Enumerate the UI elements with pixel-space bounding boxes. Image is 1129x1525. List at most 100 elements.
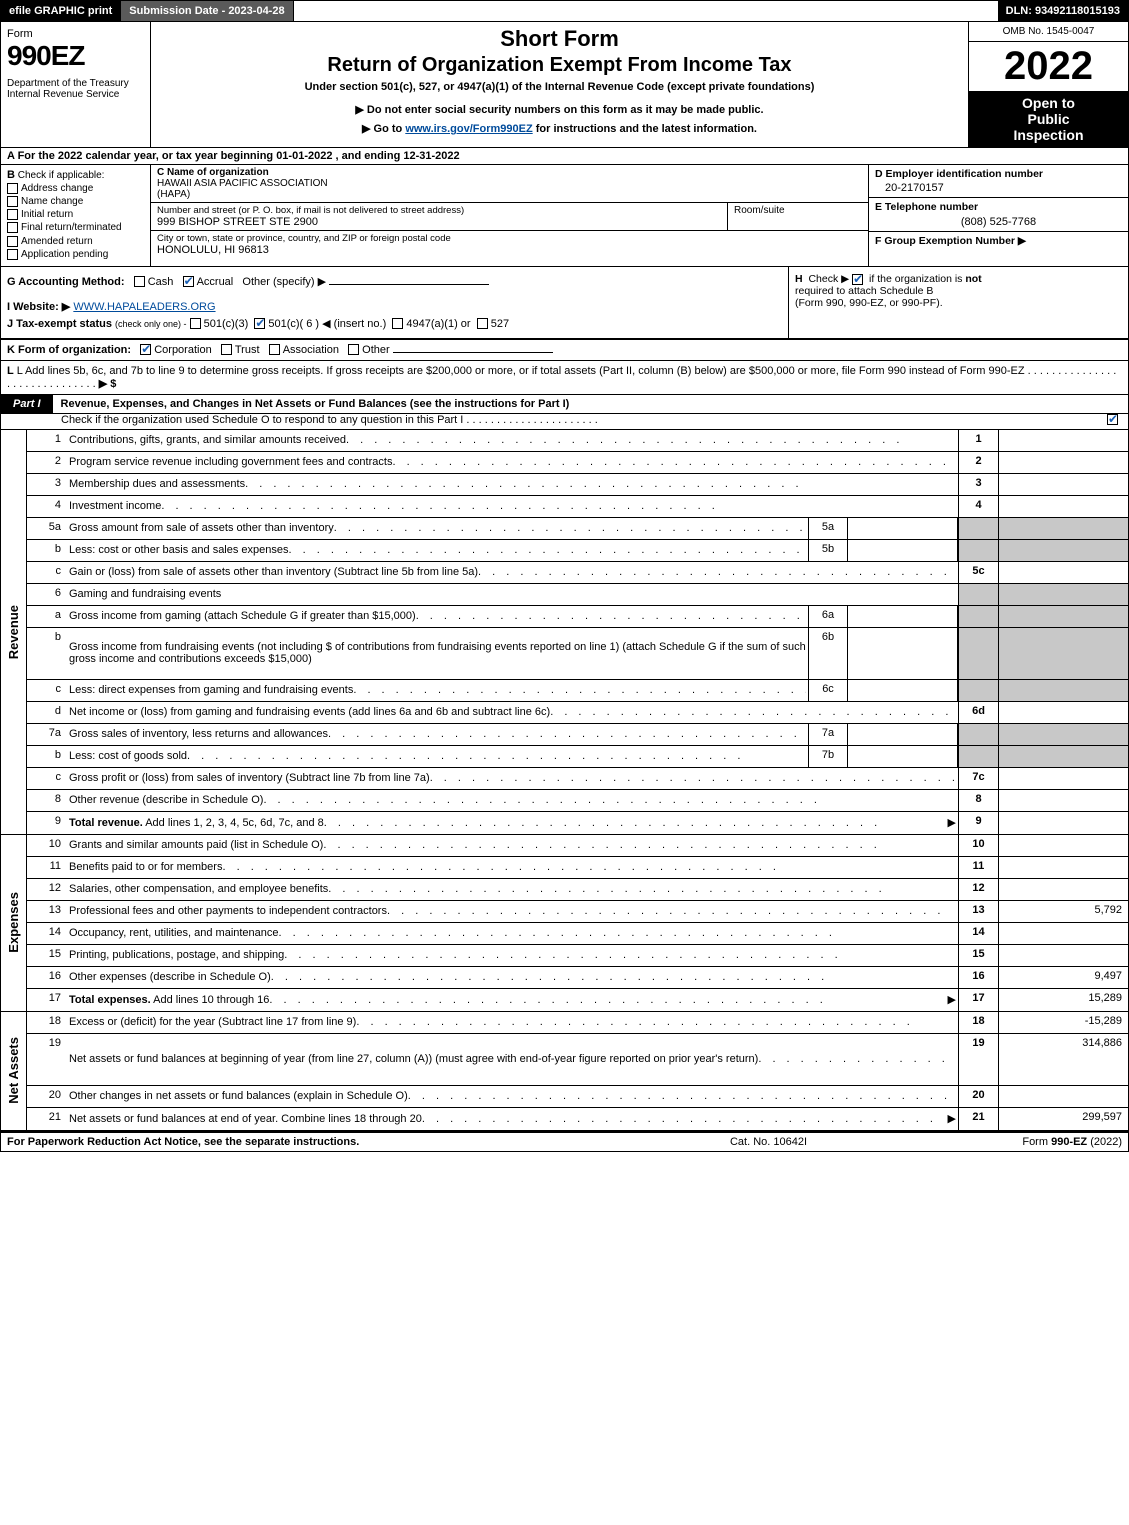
line-no: 11 <box>27 857 67 878</box>
cb-501c3-icon[interactable] <box>190 318 201 329</box>
line-value <box>998 1086 1128 1107</box>
line-desc: Occupancy, rent, utilities, and maintena… <box>67 923 958 944</box>
cb-address-change[interactable]: Address change <box>7 183 144 194</box>
cb-trust-icon[interactable] <box>221 344 232 355</box>
line-desc: Membership dues and assessments . . . . … <box>67 474 958 495</box>
arrow-icon: ▶ <box>948 993 956 1006</box>
efile-print[interactable]: efile GRAPHIC print <box>1 1 121 21</box>
checkbox-icon[interactable] <box>7 209 18 220</box>
section-a: A For the 2022 calendar year, or tax yea… <box>0 148 1129 165</box>
other-line[interactable] <box>329 284 489 285</box>
dots: . . . . . . . . . . . . . . . . . . . . … <box>279 927 956 939</box>
ref-no: 16 <box>958 967 998 988</box>
j-d: 527 <box>491 318 509 330</box>
g-other: Other (specify) ▶ <box>242 276 326 288</box>
b-hdr: B <box>7 169 15 181</box>
g-label: G Accounting Method: <box>7 276 125 288</box>
k-other-line[interactable] <box>393 352 553 353</box>
table-row: 19Net assets or fund balances at beginni… <box>27 1034 1128 1086</box>
table-row: bLess: cost of goods sold . . . . . . . … <box>27 746 1128 768</box>
h-2: if the organization is <box>869 273 965 285</box>
checkbox-icon[interactable] <box>7 196 18 207</box>
revenue-lines: 1Contributions, gifts, grants, and simil… <box>27 430 1128 834</box>
cb-cash-icon[interactable] <box>134 276 145 287</box>
org-name: HAWAII ASIA PACIFIC ASSOCIATION <box>157 178 862 189</box>
table-row: aGross income from gaming (attach Schedu… <box>27 606 1128 628</box>
l-arrow: ▶ $ <box>99 378 117 390</box>
cb-final-return[interactable]: Final return/terminated <box>7 222 144 233</box>
line-desc: Net income or (loss) from gaming and fun… <box>67 702 958 723</box>
line-value <box>998 835 1128 856</box>
expenses-lines: 10Grants and similar amounts paid (list … <box>27 835 1128 1011</box>
ref-no <box>958 680 998 701</box>
line-no: 2 <box>27 452 67 473</box>
line-value <box>998 945 1128 966</box>
table-row: 14Occupancy, rent, utilities, and mainte… <box>27 923 1128 945</box>
checkbox-icon[interactable] <box>7 183 18 194</box>
line-no: b <box>27 540 67 561</box>
cb-assoc-icon[interactable] <box>269 344 280 355</box>
ref-no <box>958 606 998 627</box>
table-row: 20Other changes in net assets or fund ba… <box>27 1086 1128 1108</box>
cb-initial-return[interactable]: Initial return <box>7 209 144 220</box>
dots: . . . . . . . . . . . . . . . . . . . . … <box>387 905 956 917</box>
header-center: Short Form Return of Organization Exempt… <box>151 22 968 147</box>
dots: . . . . . . . . . . . . . . . . . . . . … <box>353 684 806 696</box>
dots: . . . . . . . . . . . . . . . . . . . . … <box>328 728 806 740</box>
ref-no: 19 <box>958 1034 998 1085</box>
irs-link[interactable]: www.irs.gov/Form990EZ <box>405 123 532 135</box>
sub-val <box>848 628 958 679</box>
dots: . . . . . . . . . . . . . . . . . . . . … <box>263 794 956 806</box>
line-value <box>998 812 1128 834</box>
line-no: b <box>27 628 67 679</box>
line-no: 7a <box>27 724 67 745</box>
opt-pending: Application pending <box>21 249 108 260</box>
table-row: 4Investment income . . . . . . . . . . .… <box>27 496 1128 518</box>
h-3: required to attach Schedule B <box>795 285 1122 297</box>
open-to-public: Open to Public Inspection <box>969 91 1128 147</box>
table-row: cGain or (loss) from sale of assets othe… <box>27 562 1128 584</box>
cb-schedo-icon[interactable] <box>1107 414 1118 425</box>
city-label: City or town, state or province, country… <box>157 233 862 244</box>
topbar-spacer <box>294 1 998 21</box>
line-value <box>998 496 1128 517</box>
cb-accrual-icon[interactable] <box>183 276 194 287</box>
line-no: 3 <box>27 474 67 495</box>
k-label: K Form of organization: <box>7 344 131 356</box>
line-no: 20 <box>27 1086 67 1107</box>
cb-corp-icon[interactable] <box>140 344 151 355</box>
e-block: E Telephone number (808) 525-7768 <box>869 198 1128 232</box>
line-value <box>998 606 1128 627</box>
line-no: 14 <box>27 923 67 944</box>
do-not-enter: ▶ Do not enter social security numbers o… <box>159 103 960 116</box>
sub-ref: 6b <box>808 628 848 679</box>
street: 999 BISHOP STREET STE 2900 <box>157 216 721 228</box>
line-desc: Gross amount from sale of assets other t… <box>67 518 808 539</box>
dots: . . . . . . . . . . . . . . . . . . . . … <box>324 817 942 829</box>
checkbox-icon[interactable] <box>7 236 18 247</box>
room-block: Room/suite <box>728 203 868 230</box>
table-row: cLess: direct expenses from gaming and f… <box>27 680 1128 702</box>
cb-4947-icon[interactable] <box>392 318 403 329</box>
checkbox-icon[interactable] <box>7 222 18 233</box>
cb-name-change[interactable]: Name change <box>7 196 144 207</box>
h-1: Check ▶ <box>808 273 849 285</box>
cb-pending[interactable]: Application pending <box>7 249 144 260</box>
website-link[interactable]: WWW.HAPALEADERS.ORG <box>73 301 215 313</box>
dots: . . . . . . . . . . . . . . . . . . . . … <box>346 434 956 446</box>
checkbox-icon[interactable] <box>7 249 18 260</box>
cb-527-icon[interactable] <box>477 318 488 329</box>
j-label: J Tax-exempt status <box>7 318 112 330</box>
col-b: B Check if applicable: Address change Na… <box>1 165 151 266</box>
i-block: I Website: ▶ WWW.HAPALEADERS.ORG <box>7 300 782 313</box>
col-def: D Employer identification number 20-2170… <box>868 165 1128 266</box>
line-no: 10 <box>27 835 67 856</box>
cb-amended[interactable]: Amended return <box>7 236 144 247</box>
cb-h-icon[interactable] <box>852 274 863 285</box>
h-not: not <box>965 273 981 285</box>
dots: . . . . . . . . . . . . . . . . . . . . … <box>408 1090 956 1102</box>
ref-no <box>958 724 998 745</box>
cb-other-icon[interactable] <box>348 344 359 355</box>
cb-501c-icon[interactable] <box>254 318 265 329</box>
table-row: 21Net assets or fund balances at end of … <box>27 1108 1128 1130</box>
